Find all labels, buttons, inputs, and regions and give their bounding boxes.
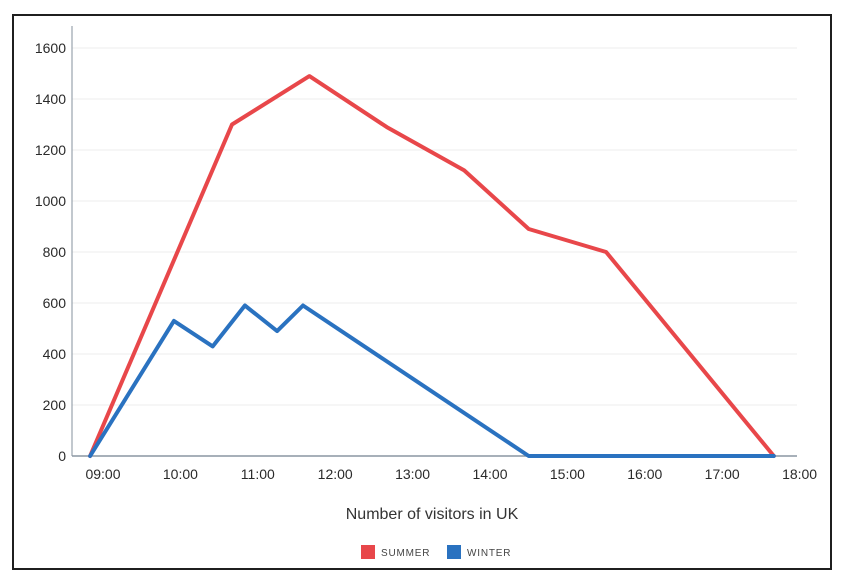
x-tick-label: 12:00 [318,466,353,482]
x-tick-label: 14:00 [472,466,507,482]
x-tick-label: 18:00 [782,466,817,482]
x-axis-ticks: 09:00 10:00 11:00 12:00 13:00 14:00 15:00 16:00… [85,466,817,482]
x-axis-label: Number of visitors in UK [346,506,519,523]
series-lines [88,74,776,458]
legend-swatch-summer [361,545,375,559]
series-line-summer [88,74,776,458]
x-tick-label: 13:00 [395,466,430,482]
y-tick-label: 600 [43,295,67,311]
x-tick-label: 15:00 [550,466,585,482]
x-tick-label: 10:00 [163,466,198,482]
legend-swatch-winter [447,545,461,559]
legend-label-winter: WINTER [467,548,511,559]
x-tick-label: 17:00 [705,466,740,482]
legend: SUMMER WINTER [361,545,511,559]
x-tick-label: 11:00 [241,466,275,482]
y-tick-label: 1000 [35,193,66,209]
chart-frame [12,14,832,570]
series-line-winter [88,303,776,458]
x-tick-label: 09:00 [85,466,120,482]
y-tick-label: 0 [58,448,66,464]
y-tick-label: 400 [43,346,67,362]
grid-lines [72,47,797,406]
legend-label-summer: SUMMER [381,548,430,559]
y-tick-label: 800 [43,244,67,260]
y-tick-label: 200 [43,397,67,413]
y-axis-ticks: 0 200 400 600 800 1000 1200 1400 1600 [35,40,66,464]
y-tick-label: 1200 [35,142,66,158]
y-tick-label: 1600 [35,40,66,56]
y-tick-label: 1400 [35,91,66,107]
x-tick-label: 16:00 [627,466,662,482]
